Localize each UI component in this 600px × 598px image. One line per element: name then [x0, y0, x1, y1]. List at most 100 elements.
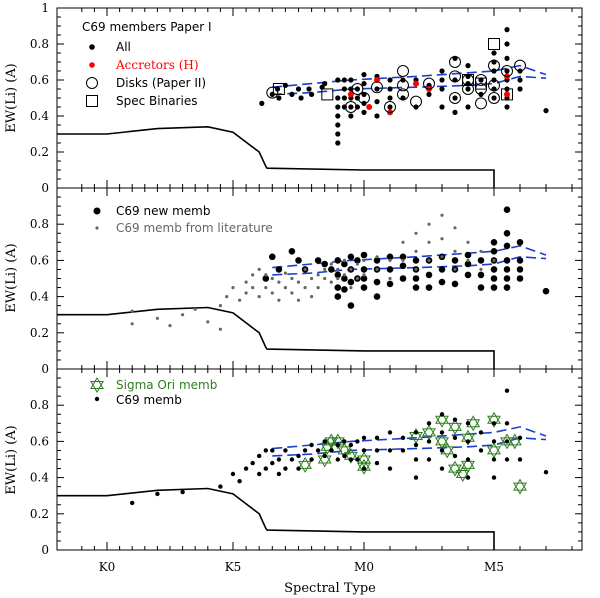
data-point-all [465, 86, 471, 92]
data-point-c69-new-memb [328, 266, 335, 273]
data-point-c69-memb [355, 439, 360, 444]
data-point-c69-memb-from-literature [414, 267, 418, 271]
data-point-c69-new-memb [295, 257, 302, 264]
legend-label-literature: C69 memb from literature [116, 221, 273, 235]
data-point-disks-paper-ii [488, 79, 500, 92]
data-point-all [387, 86, 393, 92]
data-point-c69-new-memb [373, 278, 381, 286]
data-point-all [341, 86, 347, 92]
data-point-sigma-ori-memb [422, 424, 436, 441]
data-point-disks-paper-ii [449, 56, 461, 68]
data-point-disks-paper-ii [358, 92, 370, 104]
data-point-c69-new-memb [314, 257, 322, 264]
data-point-c69-memb [257, 453, 262, 459]
data-point-c69-new-memb [412, 284, 420, 291]
data-point-all [361, 109, 367, 115]
data-point-c69-memb-from-literature [440, 237, 444, 241]
x-axis-title: Spectral Type [284, 581, 376, 596]
data-point-c69-memb [517, 457, 523, 462]
data-point-c69-memb [387, 448, 393, 453]
data-point-disks-paper-ii [501, 65, 513, 77]
data-point-c69-memb-from-literature [270, 291, 274, 295]
data-point-all [491, 95, 497, 101]
data-point-c69-new-memb [425, 284, 433, 291]
data-point-c69-memb [387, 430, 393, 435]
data-point-c69-memb [413, 442, 419, 448]
data-point-c69-memb [296, 466, 301, 471]
data-point-c69-memb-from-literature [323, 267, 327, 271]
data-point-c69-new-memb [503, 206, 511, 213]
data-point-c69-new-memb [360, 275, 368, 282]
star-icon [90, 377, 104, 393]
data-point-c69-memb-from-literature [270, 276, 274, 281]
data-point-c69-memb-from-literature [479, 267, 483, 271]
model-curve-black [57, 125, 495, 188]
data-point-c69-memb-from-literature [323, 276, 327, 281]
data-point-disks-paper-ii [449, 92, 461, 104]
data-point-all [491, 50, 497, 56]
data-point-c69-new-memb [477, 271, 485, 279]
data-point-accretors-h [504, 91, 510, 98]
data-point-c69-memb-from-literature [155, 316, 159, 320]
data-point-c69-memb-from-literature [277, 298, 281, 302]
data-point-accretors-h [413, 80, 419, 87]
data-point-c69-new-memb [503, 242, 511, 250]
data-point-c69-new-memb [262, 275, 270, 282]
data-point-c69-memb [230, 471, 236, 477]
data-point-all [452, 109, 458, 115]
data-point-c69-new-memb [490, 266, 498, 273]
data-point-all [298, 95, 304, 101]
data-point-disks-paper-ii [371, 81, 383, 94]
data-point-all [465, 104, 471, 110]
panel-bottom: 0 0.2 0.4 0.6 0.8 [30, 368, 583, 557]
data-point-c69-memb-from-literature [257, 295, 261, 299]
data-point-disks-paper-ii [462, 83, 474, 95]
data-point-c69-memb-from-literature [375, 267, 379, 271]
legend-middle: C69 new memb C69 memb from literature [93, 204, 273, 235]
data-point-c69-memb [270, 448, 275, 453]
data-point-c69-memb [302, 448, 308, 453]
y-tick-label: 0.6 [30, 434, 49, 448]
data-point-c69-memb [283, 466, 288, 471]
data-point-c69-memb [426, 421, 432, 426]
data-point-c69-new-memb [451, 280, 459, 288]
data-point-c69-new-memb [360, 266, 368, 273]
data-point-spec-binaries [475, 77, 487, 90]
data-point-all [289, 91, 295, 97]
model-curve-blue [272, 75, 547, 96]
data-point-c69-memb-from-literature [375, 255, 379, 259]
legend-marker-c69-memb [94, 396, 100, 402]
data-point-c69-memb-from-literature [414, 249, 418, 253]
data-point-c69-memb [439, 430, 445, 435]
y-tick-label: 0.8 [30, 37, 49, 51]
data-point-c69-memb [491, 457, 497, 462]
data-point-sigma-ori-memb [448, 418, 462, 435]
data-point-c69-memb [348, 442, 354, 448]
data-point-all [259, 100, 265, 106]
data-point-c69-memb-from-literature [466, 258, 470, 262]
data-point-c69-memb [348, 457, 354, 462]
data-point-c69-memb [243, 466, 249, 471]
data-point-all [341, 95, 347, 101]
data-point-disks-paper-ii [423, 77, 435, 90]
data-point-all [439, 77, 445, 83]
data-point-c69-memb-from-literature [296, 298, 301, 302]
data-point-c69-memb-from-literature [225, 295, 229, 299]
data-point-c69-new-memb [321, 260, 329, 268]
data-point-c69-memb-from-literature [453, 249, 457, 253]
data-point-all [335, 104, 341, 110]
data-point-c69-memb [439, 448, 445, 453]
data-point-c69-new-memb [516, 275, 524, 282]
data-point-c69-new-memb [503, 266, 511, 273]
data-point-c69-memb [491, 421, 497, 426]
data-point-spec-binaries [321, 88, 334, 101]
data-point-c69-memb-from-literature [257, 267, 261, 271]
data-point-c69-memb-from-literature [362, 273, 366, 277]
data-point-c69-memb [335, 457, 340, 462]
data-point-c69-new-memb [386, 253, 394, 261]
data-point-all [335, 140, 341, 146]
data-point-c69-new-memb [360, 251, 368, 259]
data-point-all [348, 113, 354, 119]
legend-label-sigma-ori: Sigma Ori memb [116, 378, 217, 392]
